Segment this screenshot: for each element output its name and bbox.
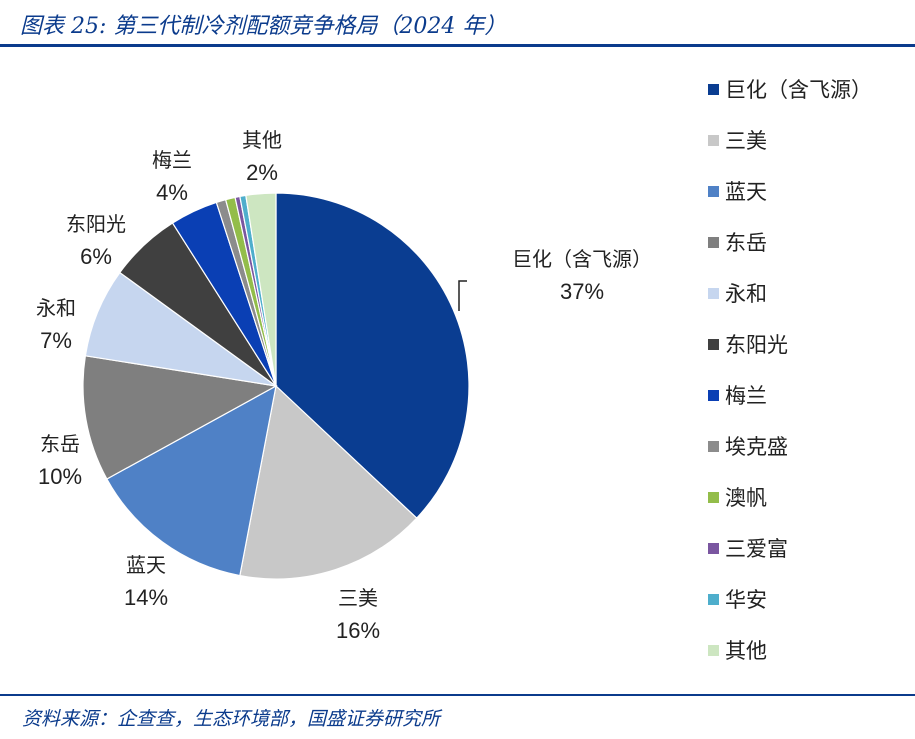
legend-swatch [708,83,719,95]
legend-swatch [708,440,719,452]
legend-swatch [708,134,719,146]
pie-chart: 巨化（含飞源） 37% 三美 16% 蓝天 14% 东岳 10% 永和 7% 东阳光 6% 梅兰 4% 其他… [36,128,652,643]
pie-slice-3 [82,355,278,480]
title-rule [0,44,915,47]
legend-item: 三爱富 [708,535,788,561]
pie-slice-0 [275,192,470,519]
legend-swatch [708,338,719,350]
slice-label-4: 永和 [36,296,76,320]
pie-slice-11 [245,192,277,387]
slice-pct-5: 6% [80,244,112,269]
slice-pct-3: 10% [38,464,82,489]
slice-label-1: 三美 [338,586,378,610]
pie-slice-2 [106,384,277,577]
chart-title: 图表 25: 第三代制冷剂配额竞争格局（2024 年） [20,14,507,39]
slice-pct-2: 14% [124,585,168,610]
legend-label: 三爱富 [725,537,788,561]
legend-item: 三美 [708,127,767,153]
legend-label: 东岳 [725,231,767,255]
legend-swatch [708,185,719,197]
legend-label: 华安 [725,588,767,612]
slice-label-3: 东岳 [40,432,80,456]
slice-label-2: 蓝天 [126,553,166,577]
legend-swatch [708,644,719,656]
legend-item: 东岳 [708,229,767,255]
label-leader-line [458,280,467,311]
slice-pct-0: 37% [560,279,604,304]
legend-swatch [708,389,719,401]
legend-item: 其他 [708,637,767,663]
slice-pct-6: 4% [156,180,188,205]
legend-label: 梅兰 [725,384,767,408]
slice-label-6: 梅兰 [152,148,192,172]
slice-label-11: 其他 [242,128,282,152]
legend-item: 蓝天 [708,178,767,204]
legend-item: 东阳光 [708,331,788,357]
legend-item: 永和 [708,280,767,306]
legend-item: 埃克盛 [708,433,788,459]
legend-swatch [708,236,719,248]
slice-pct-4: 7% [40,328,72,353]
legend-label: 蓝天 [725,180,767,204]
legend-item: 澳帆 [708,484,767,510]
legend-label: 澳帆 [725,486,767,510]
legend-item: 梅兰 [708,382,767,408]
legend-label: 三美 [725,129,767,153]
legend-swatch [708,287,719,299]
legend-label: 其他 [725,639,767,663]
legend-label: 永和 [725,282,767,306]
slice-pct-11: 2% [246,160,278,185]
legend-label: 巨化（含飞源） [725,78,872,102]
slice-label-0: 巨化（含飞源） [512,247,652,271]
legend-label: 埃克盛 [725,435,788,459]
legend-label: 东阳光 [725,333,788,357]
legend-swatch [708,491,719,503]
legend-swatch [708,593,719,605]
source-note: 资料来源：企查查，生态环境部，国盛证券研究所 [22,708,441,730]
legend-swatch [708,542,719,554]
source-rule [0,694,915,696]
legend-item: 华安 [708,586,767,612]
slice-label-5: 东阳光 [66,212,126,236]
pie-slice-1 [239,384,418,580]
legend-item: 巨化（含飞源） [708,76,872,102]
slice-pct-1: 16% [336,618,380,643]
